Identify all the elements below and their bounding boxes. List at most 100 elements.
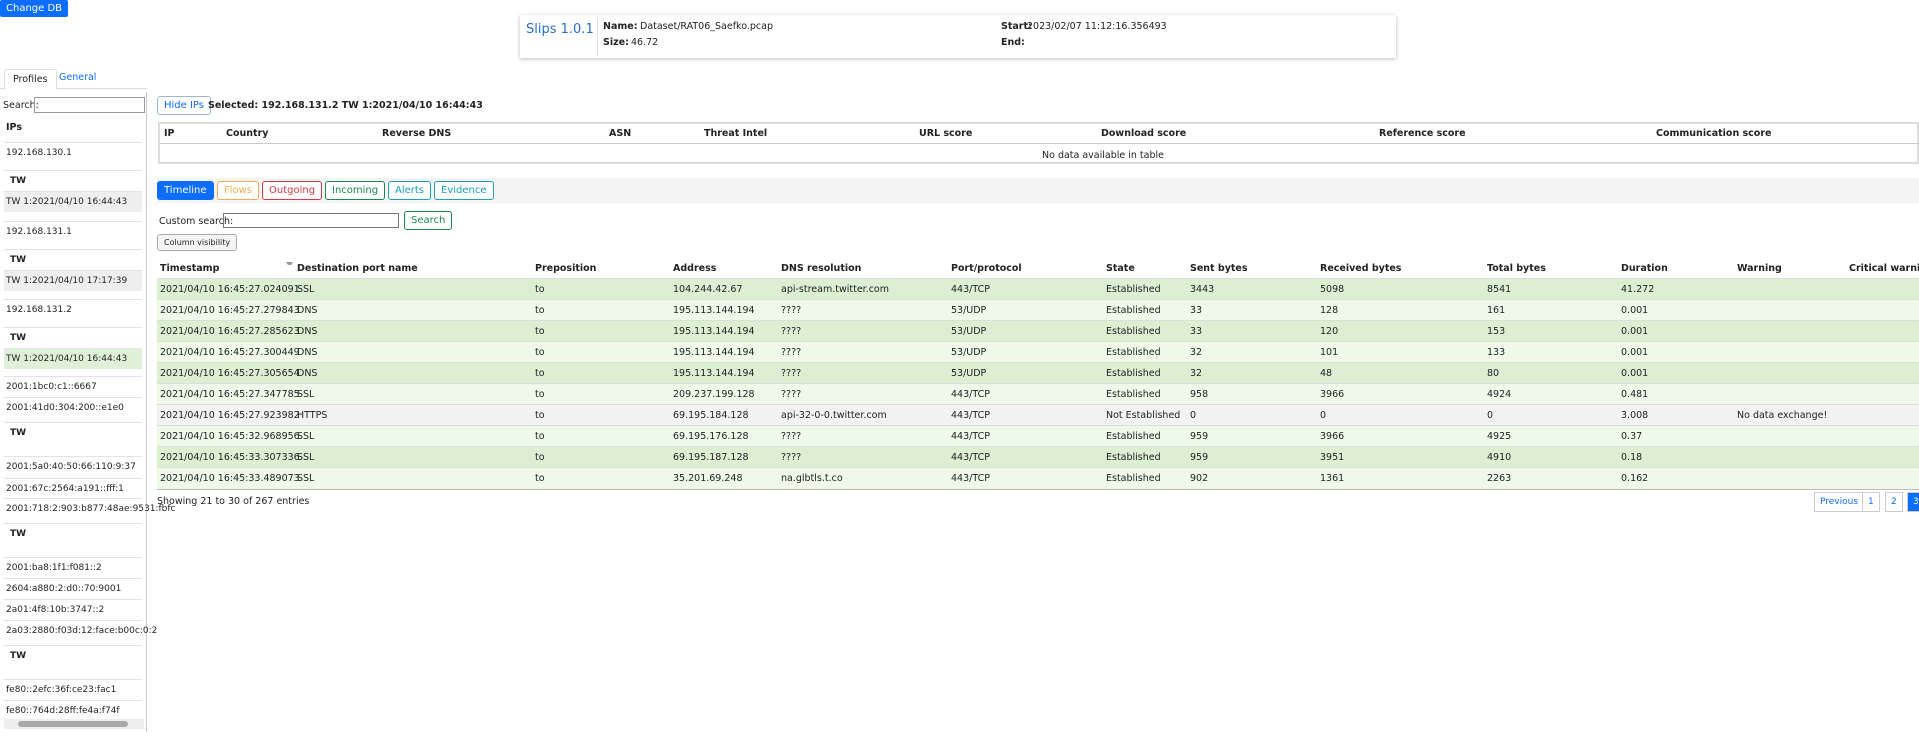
sidebar-item[interactable]: 2001:ba8:1f1:f081::2 [6,563,102,573]
sidebar-item[interactable]: 2001:1bc0:c1::6667 [6,382,97,392]
table-cell: 53/UDP [951,305,987,316]
table-info: Showing 21 to 30 of 267 entries [157,496,310,507]
table-cell: 2021/04/10 16:45:27.285623 [160,326,300,337]
page-button[interactable]: 3 [1907,492,1919,512]
table-cell: 0.18 [1621,452,1643,463]
search-input[interactable] [34,97,145,113]
sidebar-item[interactable]: 2a03:2880:f03d:12:face:b00c:0:2 [6,626,158,636]
table-cell: 53/UDP [951,326,987,337]
page-button[interactable]: Previous [1814,492,1865,512]
sidebar-item[interactable]: 2001:718:2:903:b877:48ae:9531:fbfc [6,504,176,514]
sidebar-item[interactable]: TW 1:2021/04/10 16:44:43 [6,197,128,207]
table-header[interactable]: Warning [1737,263,1782,274]
search-button[interactable]: Search [404,211,453,230]
sidebar-separator [4,348,142,349]
sidebar-item[interactable]: 2001:67c:2564:a191::fff:1 [6,484,124,494]
tab[interactable]: General [59,72,97,83]
sidebar-highlight [4,349,142,369]
table-cell: 69.195.176.128 [673,431,749,442]
app-title: Slips 1.0.1 [526,22,594,37]
table-header[interactable]: Timestamp [160,263,220,274]
table-header[interactable]: Preposition [535,263,597,274]
change-db-button[interactable]: Change DB [0,0,69,17]
sidebar-item[interactable]: 2001:41d0:304:200::e1e0 [6,403,124,413]
table-header[interactable]: Critical warning [1849,263,1919,274]
table-cell: 3951 [1320,452,1345,463]
table-cell: 958 [1190,389,1209,400]
table-cell: DNS [297,368,318,379]
table-header[interactable]: Port/protocol [951,263,1022,274]
sidebar-separator [4,478,142,479]
sidebar-separator [4,270,142,271]
table-cell: Established [1106,368,1161,379]
view-button[interactable]: Incoming [325,181,386,200]
table-cell: 0.37 [1621,431,1643,442]
table-cell: Established [1106,305,1161,316]
table-cell: HTTPS [297,410,328,421]
ip-table-empty: No data available in table [1042,150,1164,161]
sidebar-separator [4,397,142,398]
table-cell: 209.237.199.128 [673,389,755,400]
table-cell: api-stream.twitter.com [781,284,890,295]
sidebar-item[interactable]: 2a01:4f8:10b:3747::2 [6,605,105,615]
table-cell: 104.244.42.67 [673,284,743,295]
view-button[interactable]: Evidence [434,181,494,200]
table-cell: 0.001 [1621,326,1649,337]
table-cell: ???? [781,452,802,463]
table-header[interactable]: Address [673,263,717,274]
table-header[interactable]: State [1106,263,1135,274]
table-cell: 128 [1320,305,1339,316]
sidebar-item[interactable]: fe80::2efc:36f:ce23:fac1 [6,685,117,695]
sidebar-item[interactable]: 192.168.131.2 [6,305,72,315]
view-button[interactable]: Timeline [157,181,214,200]
table-row [157,467,1919,489]
table-row [157,362,1919,384]
table-cell: na.glbtls.t.co [781,473,843,484]
table-cell: 32 [1190,347,1203,358]
table-cell: 2021/04/10 16:45:33.489073 [160,473,300,484]
table-row [157,278,1919,300]
header-field: Start: [1001,21,1032,32]
table-cell: 33 [1190,326,1203,337]
page-button[interactable]: 1 [1862,492,1880,512]
table-cell: 443/TCP [951,284,990,295]
sidebar-item[interactable]: 2001:5a0:40:50:66:110:9:37 [6,462,136,472]
table-cell: 120 [1320,326,1339,337]
table-header[interactable]: Received bytes [1320,263,1402,274]
table-cell: 2021/04/10 16:45:33.307336 [160,452,300,463]
sidebar-item[interactable]: 2604:a880:2:d0::70:9001 [6,584,122,594]
table-cell: 161 [1487,305,1506,316]
column-visibility-button[interactable]: Column visibility [157,234,238,251]
sidebar-item[interactable]: TW 1:2021/04/10 17:17:39 [6,276,128,286]
table-cell: 2021/04/10 16:45:27.300449 [160,347,300,358]
tab[interactable]: Profiles [4,69,57,90]
table-cell: 0.001 [1621,305,1649,316]
table-cell: 443/TCP [951,389,990,400]
sidebar-separator [4,299,142,300]
search-label: Search: [3,100,39,111]
header-field: 2023/02/07 11:12:16.356493 [1027,21,1167,32]
sidebar-item[interactable]: fe80::764d:28ff:fe4a:f74f [6,706,120,716]
page-button[interactable]: 2 [1885,492,1903,512]
sidebar-item[interactable]: 192.168.131.1 [6,227,72,237]
sidebar-item[interactable]: 192.168.130.1 [6,148,72,158]
table-header[interactable]: Destination port name [297,263,418,274]
table-row [157,446,1919,468]
table-cell: 2263 [1487,473,1512,484]
table-header[interactable]: Total bytes [1487,263,1546,274]
table-cell: 80 [1487,368,1500,379]
hide-ips-button[interactable]: Hide IPs [157,96,211,115]
table-header[interactable]: Sent bytes [1190,263,1248,274]
ip-table-header: Threat Intel [704,128,768,139]
table-header[interactable]: DNS resolution [781,263,862,274]
table-cell: 2021/04/10 16:45:27.923982 [160,410,300,421]
table-cell: to [535,347,545,358]
custom-search-input[interactable] [223,213,399,228]
table-header[interactable]: Duration [1621,263,1668,274]
view-button[interactable]: Flows [217,181,260,200]
view-button[interactable]: Outgoing [262,181,323,200]
sidebar-item[interactable]: TW 1:2021/04/10 16:44:43 [6,354,128,364]
view-button[interactable]: Alerts [388,181,432,200]
table-cell: DNS [297,305,318,316]
ip-table-header: Communication score [1656,128,1772,139]
